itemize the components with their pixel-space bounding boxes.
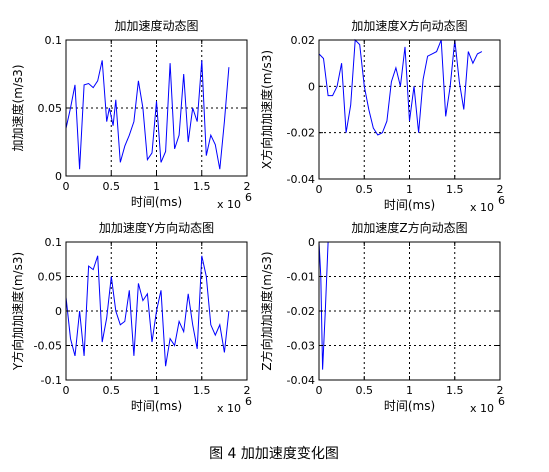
subplot-2: 0 0.5 1 1.5 2 -0.04 -0.02 0 0.02 加加速度X方向动态图时间(ms)… — [259, 18, 505, 214]
chart-title: 加加速度Y方向动态图 — [99, 220, 214, 235]
y-tick-label: -0.01 — [287, 271, 315, 284]
subplot-3: 0 0.5 1 1.5 2 -0.1 -0.05 0 0.05 0.1 加加速度Y方向动态图时间(m… — [10, 220, 252, 415]
y-tick-label: 0.1 — [45, 34, 63, 47]
y-axis-label: Y方向加加速度(m/s3) — [10, 252, 25, 371]
y-tick-label: -0.04 — [287, 173, 315, 186]
x-exponent: x 10 — [217, 198, 241, 211]
x-tick-label: 0 — [316, 183, 323, 196]
y-tick-label: 0 — [55, 305, 62, 318]
y-tick-label: 0.02 — [291, 34, 316, 47]
x-tick-label: 0.5 — [356, 183, 374, 196]
y-tick-label: -0.1 — [41, 374, 62, 387]
x-tick-label: 1 — [153, 180, 160, 193]
x-tick-label: 0 — [316, 384, 323, 397]
x-tick-label: 1.5 — [193, 180, 211, 193]
x-exponent-power: 6 — [245, 191, 252, 204]
x-axis-label: 时间(ms) — [131, 195, 182, 209]
x-tick-label: 0 — [63, 384, 70, 397]
series-line — [65, 255, 230, 367]
x-tick-label: 1 — [406, 384, 413, 397]
y-tick-label: 0 — [55, 170, 62, 183]
x-axis-label: 时间(ms) — [384, 399, 435, 413]
x-tick-label: 1 — [153, 384, 160, 397]
x-exponent: x 10 — [470, 201, 494, 214]
figure-caption: 图 4 加加速度变化图 — [209, 446, 339, 462]
x-tick-label: 1 — [406, 183, 413, 196]
y-tick-label: -0.03 — [287, 340, 315, 353]
x-tick-label: 2 — [497, 183, 504, 196]
x-exponent-power: 6 — [498, 194, 505, 207]
y-tick-label: -0.04 — [287, 374, 315, 387]
x-tick-label: 0.5 — [356, 384, 374, 397]
x-exponent-power: 6 — [498, 395, 505, 408]
x-exponent-power: 6 — [245, 395, 252, 408]
x-tick-label: 1.5 — [446, 384, 464, 397]
x-axis-label: 时间(ms) — [131, 399, 182, 413]
chart-title: 加加速度X方向动态图 — [351, 18, 467, 33]
y-tick-label: -0.02 — [287, 127, 315, 140]
x-tick-label: 0.5 — [103, 384, 121, 397]
chart-title: 加加速度动态图 — [114, 18, 198, 33]
x-tick-label: 0.5 — [103, 180, 121, 193]
series-line — [318, 241, 329, 370]
y-tick-label: 0.05 — [38, 271, 63, 284]
y-tick-label: 0 — [308, 80, 315, 93]
y-tick-label: -0.02 — [287, 305, 315, 318]
x-tick-label: 1.5 — [446, 183, 464, 196]
x-axis-label: 时间(ms) — [384, 198, 435, 212]
y-tick-label: 0.1 — [45, 236, 63, 249]
x-exponent: x 10 — [470, 402, 494, 415]
y-axis-label: 加加速度(m/s3) — [10, 65, 25, 152]
y-tick-label: -0.05 — [34, 340, 62, 353]
chart-title: 加加速度Z方向动态图 — [351, 220, 467, 235]
x-tick-label: 2 — [244, 384, 251, 397]
x-exponent: x 10 — [217, 402, 241, 415]
subplot-4: 0 0.5 1 1.5 2 -0.04 -0.03 -0.02 -0.01 0 加加速度Z方向动态图… — [259, 220, 505, 415]
series-line — [65, 60, 230, 170]
y-tick-label: 0.05 — [38, 102, 63, 115]
x-tick-label: 2 — [244, 180, 251, 193]
y-axis-label: Z方向加加速度(m/s3) — [259, 251, 274, 370]
x-tick-label: 1.5 — [193, 384, 211, 397]
x-tick-label: 2 — [497, 384, 504, 397]
y-tick-label: 0 — [308, 236, 315, 249]
x-tick-label: 0 — [63, 180, 70, 193]
y-axis-label: X方向加加速度(m/s3) — [259, 50, 274, 169]
